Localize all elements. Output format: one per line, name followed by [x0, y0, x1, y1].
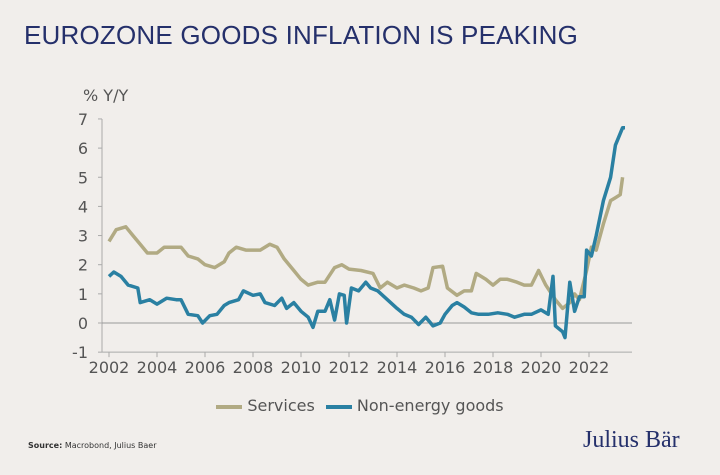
x-tick-label: 2012 — [329, 358, 370, 377]
y-tick-label: 7 — [78, 110, 88, 129]
y-tick-label: 5 — [78, 168, 88, 187]
source-label: Source: — [28, 441, 63, 450]
legend-label-services: Services — [247, 396, 315, 415]
x-tick-label: 2004 — [137, 358, 178, 377]
y-tick-label: -1 — [72, 343, 88, 362]
series-line-services — [107, 177, 625, 311]
legend-swatch-services — [216, 404, 243, 409]
x-tick-label: 2022 — [569, 358, 610, 377]
y-axis-label: % Y/Y — [83, 86, 129, 105]
x-tick-label: 2002 — [89, 358, 130, 377]
legend-item-goods: Non-energy goods — [325, 396, 504, 415]
x-tick-label: 2018 — [473, 358, 514, 377]
y-tick-label: 3 — [78, 227, 88, 246]
legend-swatch-goods — [325, 404, 352, 409]
y-tick-label: 0 — [78, 314, 88, 333]
y-tick-label: 2 — [78, 256, 88, 275]
x-tick-label: 2010 — [281, 358, 322, 377]
y-tick-label: 6 — [78, 139, 88, 158]
y-tick-label: 1 — [78, 285, 88, 304]
chart-title: EUROZONE GOODS INFLATION IS PEAKING — [24, 20, 579, 50]
julius-baer-logo: Julius Bär — [583, 427, 680, 453]
legend-label-goods: Non-energy goods — [356, 396, 504, 415]
y-tick-label: 4 — [78, 197, 88, 216]
x-tick-label: 2016 — [425, 358, 466, 377]
source-text: Macrobond, Julius Baer — [64, 441, 157, 450]
x-tick-label: 2014 — [377, 358, 418, 377]
x-tick-label: 2006 — [185, 358, 226, 377]
legend-item-services: Services — [216, 396, 315, 415]
x-tick-label: 2020 — [521, 358, 562, 377]
x-tick-label: 2008 — [233, 358, 274, 377]
source-note: Source: Macrobond, Julius Baer — [28, 441, 157, 450]
series-line-non-energy-goods — [107, 125, 625, 340]
legend: Services Non-energy goods — [0, 396, 720, 415]
